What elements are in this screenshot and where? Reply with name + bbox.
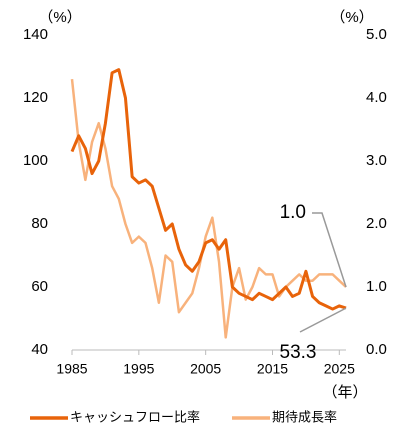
annotation: 53.3 <box>280 342 317 363</box>
annotation-leader <box>312 212 347 288</box>
y2-tick-label: 0.0 <box>366 341 387 358</box>
y2-tick-label: 5.0 <box>366 26 387 43</box>
x-tick-label: 1995 <box>123 361 154 377</box>
y-tick-label: 140 <box>23 26 48 43</box>
y2-tick-label: 4.0 <box>366 89 387 106</box>
x-tick-label: 2005 <box>190 361 221 377</box>
y2-tick-label: 2.0 <box>366 215 387 232</box>
annotation: 1.0 <box>280 202 306 223</box>
series-line <box>70 78 347 339</box>
x-tick-label: 2025 <box>324 361 355 377</box>
y-tick-label: 120 <box>23 89 48 106</box>
y2-tick-label: 1.0 <box>366 278 387 295</box>
y-tick-label: 60 <box>31 278 48 295</box>
y-tick-label: 80 <box>31 215 48 232</box>
y-unit-label: （%） <box>38 9 81 26</box>
x-axis-label: （年） <box>322 384 367 401</box>
y-tick-label: 100 <box>23 152 48 169</box>
annotation-leader <box>299 307 347 333</box>
series-line <box>70 68 347 311</box>
y-tick-label: 40 <box>31 341 48 358</box>
legend-label: 期待成長率 <box>272 409 337 424</box>
y2-unit-label: （%） <box>330 9 373 26</box>
legend-label: キャッシュフロー比率 <box>70 409 200 424</box>
x-tick-label: 2015 <box>257 361 288 377</box>
x-tick-label: 1985 <box>56 361 87 377</box>
y2-tick-label: 3.0 <box>366 152 387 169</box>
